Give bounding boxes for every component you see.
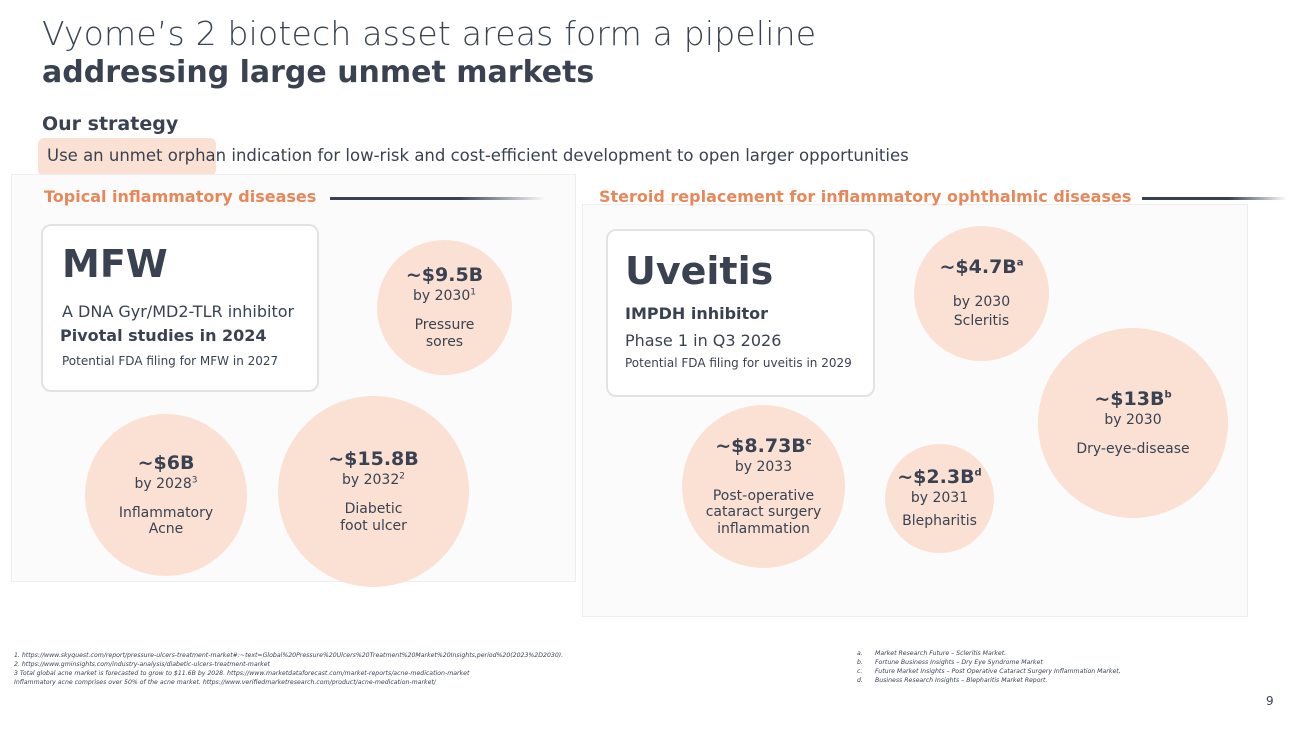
bubble-label: Inflammatory Acne xyxy=(118,504,214,538)
strategy-highlight xyxy=(38,138,216,176)
bubble-value: ~$6B xyxy=(137,451,195,474)
bubble-value: ~$13Bb xyxy=(1094,387,1172,410)
bubble-label: Scleritis xyxy=(953,313,1010,330)
mfw-card-title: MFW xyxy=(62,242,168,286)
mfw-card-fda-filing: Potential FDA filing for MFW in 2027 xyxy=(62,354,279,368)
bubble-value: ~$2.3Bd xyxy=(897,466,982,489)
bubble-value: ~$8.73Bc xyxy=(715,435,812,458)
mfw-card: MFW A DNA Gyr/MD2-TLR inhibitor Pivotal … xyxy=(41,224,319,392)
bubble-label: Post-operative cataract surgery inflammati… xyxy=(705,488,822,537)
bubble-year: by 20322 xyxy=(342,471,405,489)
footnote-1: 1. https://www.skyquest.com/report/press… xyxy=(14,652,564,659)
footnote-3: 3 Total global acne market is forecasted… xyxy=(14,670,470,677)
strategy-heading: Our strategy xyxy=(42,113,179,135)
bubble-label: Pressure sores xyxy=(414,317,475,350)
bubble-value: ~$15.8B xyxy=(328,448,419,471)
bubble-inflammatory-acne: ~$6B by 20283 Inflammatory Acne xyxy=(85,414,247,576)
slide-title-line1: Vyome’s 2 biotech asset areas form a pip… xyxy=(42,14,817,53)
uveitis-card-mechanism: IMPDH inhibitor xyxy=(625,304,769,323)
bubble-year: by 2030 xyxy=(952,294,1011,311)
footnotes-right: a. Market Research Future – Scleritis Mar… xyxy=(857,649,1121,685)
footnote-b: b. Fortune Business Insights – Dry Eye Sy… xyxy=(857,659,1043,666)
slide-title-line2: addressing large unmet markets xyxy=(42,55,595,90)
footnote-c: c. Future Market Insights – Post Operativ… xyxy=(857,668,1121,675)
strategy-text: Use an unmet orphan indication for low-r… xyxy=(47,146,909,165)
footnote-2: 2. https://www.gminsights.com/industry-a… xyxy=(14,661,270,668)
bubble-label: Dry-eye-disease xyxy=(1076,440,1190,457)
right-section-rule xyxy=(1142,197,1287,200)
bubble-dry-eye-disease: ~$13Bb by 2030 Dry-eye-disease xyxy=(1038,328,1228,518)
footnote-4: Inflammatory acne comprises over 50% of … xyxy=(14,679,436,686)
footnote-d: d. Business Research Insights – Blepharit… xyxy=(857,677,1048,684)
footnotes-left: 1. https://www.skyquest.com/report/press… xyxy=(14,651,563,687)
bubble-diabetic-foot-ulcer: ~$15.8B by 20322 Diabetic foot ulcer xyxy=(278,396,469,587)
bubble-year: by 2031 xyxy=(910,490,969,507)
bubble-cataract-inflammation: ~$8.73Bc by 2033 Post-operative cataract … xyxy=(682,405,845,568)
mfw-card-mechanism: A DNA Gyr/MD2-TLR inhibitor xyxy=(62,302,295,321)
uveitis-card-phase: Phase 1 in Q3 2026 xyxy=(625,331,782,350)
page-number: 9 xyxy=(1266,694,1274,708)
bubble-blepharitis: ~$2.3Bd by 2031 Blepharitis xyxy=(885,444,994,553)
bubble-year: by 20283 xyxy=(134,475,198,492)
bubble-scleritis: ~$4.7Ba by 2030 Scleritis xyxy=(914,226,1049,361)
uveitis-card: Uveitis IMPDH inhibitor Phase 1 in Q3 20… xyxy=(606,229,875,397)
right-section-heading: Steroid replacement for inflammatory oph… xyxy=(599,187,1132,206)
bubble-value: ~$9.5B xyxy=(405,264,484,287)
footnote-a: a. Market Research Future – Scleritis Mar… xyxy=(857,650,1007,657)
bubble-pressure-sores: ~$9.5B by 20301 Pressure sores xyxy=(377,240,512,375)
uveitis-card-title: Uveitis xyxy=(625,249,774,293)
left-section-rule xyxy=(330,197,545,200)
bubble-year: by 2030 xyxy=(1104,411,1162,428)
left-section-heading: Topical inflammatory diseases xyxy=(44,187,317,206)
mfw-card-pivotal: Pivotal studies in 2024 xyxy=(60,326,267,345)
bubble-label: Diabetic foot ulcer xyxy=(340,501,407,534)
uveitis-card-fda-filing: Potential FDA filing for uveitis in 2029 xyxy=(625,356,852,370)
bubble-value: ~$4.7Ba xyxy=(939,256,1024,279)
bubble-year: by 2033 xyxy=(734,459,793,476)
bubble-label: Blepharitis xyxy=(902,513,977,530)
bubble-year: by 20301 xyxy=(413,287,476,305)
